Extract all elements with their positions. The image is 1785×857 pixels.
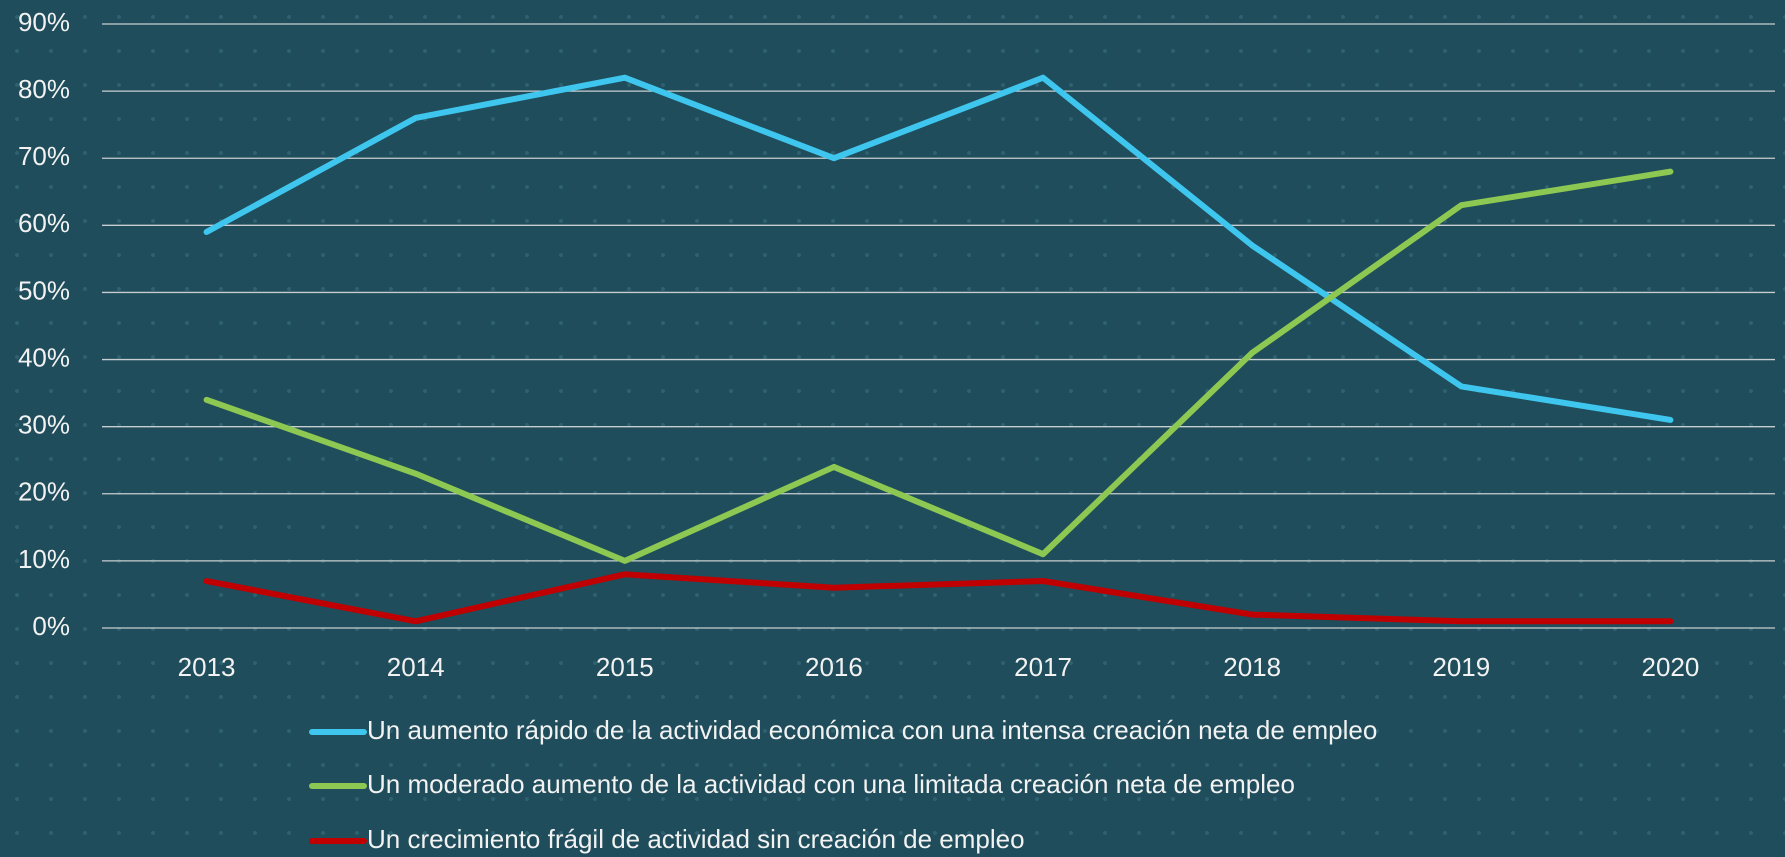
y-tick-label: 60% xyxy=(18,208,70,238)
y-tick-label: 30% xyxy=(18,410,70,440)
x-tick-label: 2017 xyxy=(1014,652,1072,682)
y-tick-label: 0% xyxy=(32,611,70,641)
legend-label: Un moderado aumento de la actividad con … xyxy=(367,769,1295,799)
legend-label: Un crecimiento frágil de actividad sin c… xyxy=(367,824,1025,854)
series-line xyxy=(203,74,1674,423)
x-tick-label: 2013 xyxy=(178,652,236,682)
series-line xyxy=(203,168,1674,564)
x-tick-label: 2020 xyxy=(1642,652,1700,682)
y-tick-label: 50% xyxy=(18,275,70,305)
y-tick-label: 90% xyxy=(18,7,70,37)
x-tick-label: 2018 xyxy=(1223,652,1281,682)
x-tick-label: 2016 xyxy=(805,652,863,682)
x-tick-label: 2019 xyxy=(1432,652,1490,682)
series-line xyxy=(203,571,1674,625)
y-tick-label: 40% xyxy=(18,342,70,372)
y-tick-label: 80% xyxy=(18,74,70,104)
y-tick-label: 20% xyxy=(18,477,70,507)
x-tick-label: 2014 xyxy=(387,652,445,682)
y-tick-label: 10% xyxy=(18,544,70,574)
legend-label: Un aumento rápido de la actividad económ… xyxy=(367,715,1377,745)
x-tick-label: 2015 xyxy=(596,652,654,682)
y-tick-label: 70% xyxy=(18,141,70,171)
